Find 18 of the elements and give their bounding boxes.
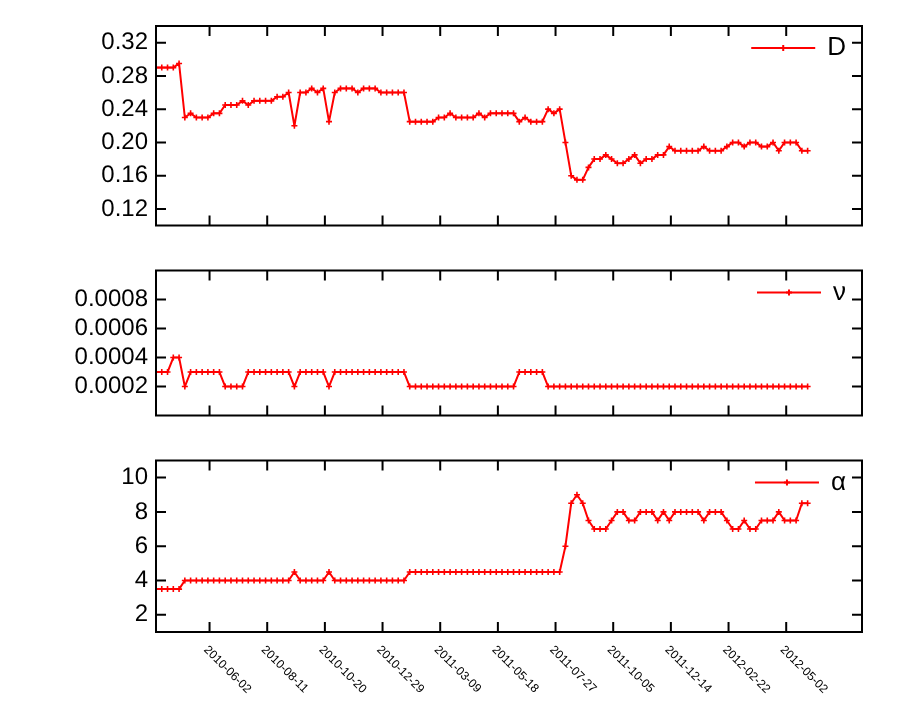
y-tick-label: 8 [134,496,149,525]
y-tick-label: 0.0008 [74,284,149,313]
y-tick-label: 10 [121,462,149,491]
y-tick-label: 0.0006 [74,313,149,342]
y-tick-label: 0.28 [101,60,149,89]
y-tick-label: 6 [134,530,149,559]
y-tick-label: 4 [134,565,149,594]
legend-label: α [830,465,847,496]
legend-label: ν [833,275,846,306]
y-tick-label: 0.0004 [74,342,149,371]
y-tick-label: 0.32 [101,27,149,56]
legend-label: D [827,31,846,62]
y-tick-label: 0.12 [101,193,149,222]
y-tick-label: 0.24 [101,93,149,122]
y-tick-label: 2 [134,599,149,628]
y-tick-label: 0.20 [101,127,149,156]
y-tick-label: 0.0002 [74,371,149,400]
y-tick-label: 0.16 [101,160,149,189]
